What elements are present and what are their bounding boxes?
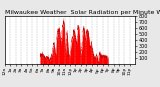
Text: Milwaukee Weather  Solar Radiation per Minute W/m2  (Last 24 Hours): Milwaukee Weather Solar Radiation per Mi… (5, 10, 160, 15)
